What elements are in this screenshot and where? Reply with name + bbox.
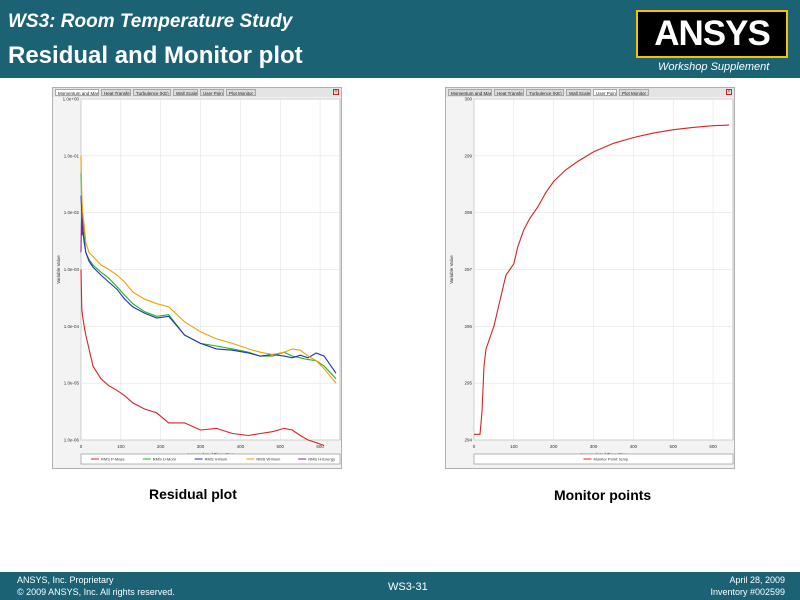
x-tick-label: 100 — [117, 444, 125, 449]
series-line — [80, 269, 325, 447]
monitor-plot-svg: 294 295 296 297 298 299 300 0 100 200 300 400 500 600… — [449, 97, 734, 465]
chart-tab[interactable]: Turbulence (KE) — [526, 89, 564, 96]
chart-tab[interactable]: Wall Scale — [566, 89, 591, 96]
legend-box — [80, 453, 341, 465]
y-tick-label: 299 — [464, 153, 472, 158]
residual-plot-caption: Residual plot — [149, 486, 237, 502]
series-line — [80, 212, 83, 253]
legend-label: RMS W-Mom — [256, 457, 281, 462]
residual-plot-svg: 1.0e-06 1.0e-05 1.0e-04 1.0e-03 1.0e-02 1.0e-… — [56, 97, 341, 465]
slide-title: Residual and Monitor plot — [8, 42, 303, 69]
series-line — [80, 155, 337, 384]
residual-plot-tabbar: Momentum and Mass Heat Transfer Turbulence… — [53, 88, 341, 97]
x-tick-label: 500 — [669, 444, 677, 449]
chart-tab[interactable]: User Points — [593, 89, 617, 96]
y-tick-label: 1.0e-04 — [64, 324, 80, 329]
chart-tab[interactable]: Plot Monitor 1 — [226, 89, 256, 96]
y-tick-label: 1.0e-03 — [64, 267, 80, 272]
logo-text: ANSYS — [654, 14, 771, 53]
legend-label: Monitor Point: temp — [594, 457, 629, 462]
x-tick-label: 200 — [157, 444, 165, 449]
chart-tab[interactable]: Plot Monitor 1 — [619, 89, 649, 96]
series-line — [80, 195, 337, 374]
chart-tab[interactable]: Wall Scale — [173, 89, 198, 96]
footer-proprietary: ANSYS, Inc. Proprietary — [17, 575, 114, 585]
slide-header: WS3: Room Temperature Study Residual and… — [0, 0, 800, 78]
y-tick-label: 300 — [464, 97, 472, 102]
x-tick-label: 600 — [316, 444, 324, 449]
y-axis-label: Variable Value — [56, 255, 61, 284]
monitor-plot-tabbar: Momentum and Mass Heat Transfer Turbulence… — [446, 88, 734, 97]
x-tick-label: 100 — [510, 444, 518, 449]
chart-tab[interactable]: User Points — [200, 89, 224, 96]
legend-label: RMS V-Mom — [205, 457, 228, 462]
y-tick-label: 295 — [464, 381, 472, 386]
y-tick-label: 1.0e-02 — [64, 210, 80, 215]
close-icon[interactable]: × — [726, 89, 732, 95]
y-tick-label: 296 — [464, 324, 472, 329]
chart-tab[interactable]: Momentum and Mass — [448, 89, 492, 96]
footer-page-number: WS3-31 — [388, 581, 428, 593]
x-tick-label: 500 — [276, 444, 284, 449]
x-tick-label: 600 — [709, 444, 717, 449]
chart-tab[interactable]: Turbulence (KE) — [133, 89, 171, 96]
x-tick-label: 300 — [197, 444, 205, 449]
x-tick-label: 0 — [473, 444, 476, 449]
y-tick-label: 298 — [464, 210, 472, 215]
y-tick-label: 1.0e-06 — [64, 438, 80, 443]
footer-copyright: © 2009 ANSYS, Inc. All rights reserved. — [17, 587, 175, 597]
chart-tab[interactable]: Momentum and Mass — [55, 89, 99, 96]
chart-tab[interactable]: Heat Transfer — [101, 89, 131, 96]
monitor-plot-window: Momentum and Mass Heat Transfer Turbulence… — [445, 87, 735, 469]
slide-subtitle: WS3: Room Temperature Study — [8, 11, 293, 32]
y-tick-label: 297 — [464, 267, 472, 272]
series-line — [474, 124, 730, 435]
x-tick-label: 400 — [630, 444, 638, 449]
close-icon[interactable]: × — [333, 89, 339, 95]
residual-plot-window: Momentum and Mass Heat Transfer Turbulence… — [52, 87, 342, 469]
y-tick-label: 1.0e+00 — [63, 97, 80, 102]
workshop-supplement-label: Workshop Supplement — [658, 61, 770, 73]
x-tick-label: 400 — [237, 444, 245, 449]
y-tick-label: 294 — [464, 438, 472, 443]
x-tick-label: 0 — [80, 444, 83, 449]
ansys-logo: ANSYS — [636, 10, 788, 58]
y-axis-label: Variable Value — [449, 255, 454, 284]
legend-label: RMS U-Mom — [153, 457, 177, 462]
x-tick-label: 200 — [550, 444, 558, 449]
chart-tab[interactable]: Heat Transfer — [494, 89, 524, 96]
footer-date: April 28, 2009 — [729, 575, 785, 585]
monitor-points-caption: Monitor points — [554, 487, 652, 503]
legend-label: RMS H-Energy — [308, 457, 335, 462]
y-tick-label: 1.0e-05 — [64, 381, 80, 386]
x-tick-label: 300 — [590, 444, 598, 449]
y-tick-label: 1.0e-01 — [64, 153, 80, 158]
slide-footer: ANSYS, Inc. Proprietary © 2009 ANSYS, In… — [0, 572, 800, 600]
footer-inventory: Inventory #002599 — [710, 587, 785, 597]
legend-box — [473, 453, 734, 465]
legend-label: RMS P-Mass — [101, 457, 125, 462]
